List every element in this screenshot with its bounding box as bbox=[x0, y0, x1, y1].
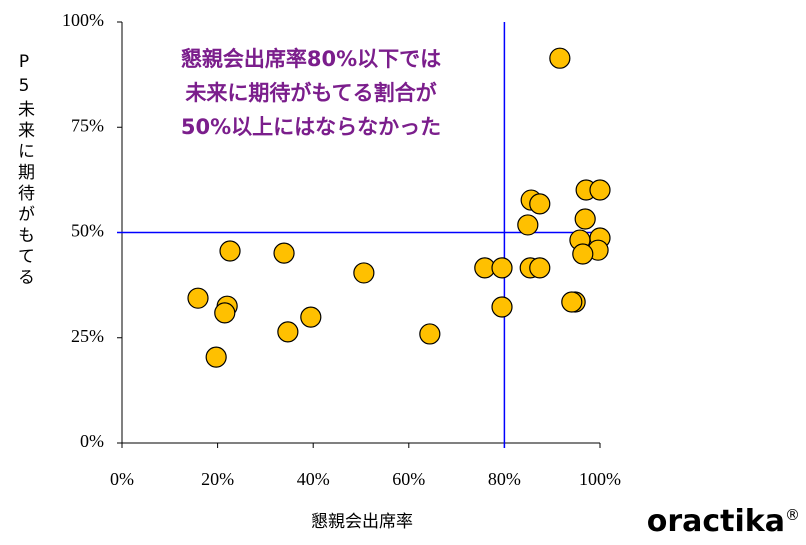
point bbox=[219, 240, 241, 262]
x-tick-label: 80% bbox=[488, 469, 521, 489]
point bbox=[205, 346, 227, 368]
point bbox=[549, 47, 571, 69]
point bbox=[187, 287, 209, 309]
point bbox=[491, 296, 513, 318]
point bbox=[574, 208, 596, 230]
annotation: 50%以上にはならなかった bbox=[181, 115, 441, 139]
x-tick-label: 100% bbox=[579, 469, 621, 489]
x-tick-label: 20% bbox=[201, 469, 234, 489]
x-tick-label: 60% bbox=[392, 469, 425, 489]
point bbox=[589, 179, 611, 201]
annotation: 未来に期待がもてる割合が bbox=[185, 81, 436, 105]
y-tick-label: 25% bbox=[71, 326, 104, 346]
point bbox=[353, 262, 375, 284]
brand: oractika® bbox=[647, 504, 800, 539]
x-axis-label: 懇親会出席率 bbox=[311, 512, 413, 532]
y-tick-label: 100% bbox=[62, 10, 104, 30]
point bbox=[572, 243, 594, 265]
x-tick-label: 0% bbox=[110, 469, 134, 489]
x-tick-label: 40% bbox=[297, 469, 330, 489]
point bbox=[273, 242, 295, 264]
annotation: 懇親会出席率80%以下では bbox=[181, 47, 441, 71]
point bbox=[517, 214, 539, 236]
brand-mark: ® bbox=[785, 506, 800, 524]
point bbox=[214, 302, 236, 324]
brand-name: oractika bbox=[646, 504, 785, 539]
y-tick-label: 0% bbox=[80, 431, 104, 451]
y-tick-label: 75% bbox=[71, 115, 104, 135]
point bbox=[529, 257, 551, 279]
y-tick-label: 50% bbox=[71, 221, 104, 241]
point bbox=[277, 321, 299, 343]
point bbox=[561, 291, 583, 313]
point bbox=[491, 257, 513, 279]
point bbox=[300, 306, 322, 328]
y-axis-label: P5未来に期待がもてる bbox=[14, 52, 34, 289]
point bbox=[529, 193, 551, 215]
point bbox=[419, 323, 441, 345]
